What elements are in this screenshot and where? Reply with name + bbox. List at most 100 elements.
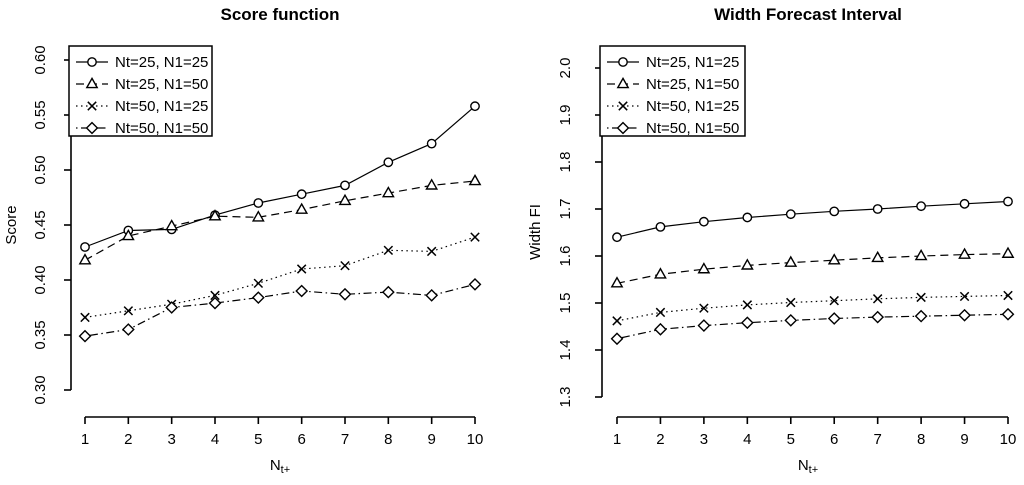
x-tick-label: 3 xyxy=(167,431,175,448)
data-point-diamond-marker xyxy=(78,329,92,343)
data-point-diamond-marker xyxy=(871,310,885,324)
series-triangle xyxy=(78,173,482,265)
data-point-triangle-marker xyxy=(827,253,841,265)
y-tick-label: 1.7 xyxy=(557,199,574,220)
legend-diamond-marker xyxy=(616,121,630,135)
data-point-circle-marker xyxy=(959,198,970,209)
plot-area: 0.30 0.35 0.40 0.45 0.50 0.55 0.60 1 2 3 4 5 6 7 8 9 10 N… xyxy=(32,45,483,448)
data-point-triangle-marker xyxy=(338,193,352,206)
series-x xyxy=(612,290,1013,326)
data-point-diamond-marker xyxy=(1001,307,1015,321)
series-line xyxy=(84,180,476,261)
x-axis-label: Nt+ xyxy=(798,457,818,476)
x-tick-label: 9 xyxy=(960,431,968,448)
data-point-x-marker xyxy=(426,246,437,257)
data-point-x-marker xyxy=(470,232,480,242)
x-tick-label: 6 xyxy=(297,431,305,448)
data-point-triangle-marker xyxy=(958,247,971,259)
data-point-diamond-marker xyxy=(295,284,309,298)
legend-x-marker xyxy=(618,101,628,111)
y-tick-label: 0.55 xyxy=(32,100,49,129)
legend-label: Nt=25, N1=50 xyxy=(115,76,208,93)
series-line xyxy=(616,200,1009,238)
x-tick-label: 9 xyxy=(427,431,435,448)
x-axis: 1 2 3 4 5 6 7 8 9 10 xyxy=(613,416,1016,448)
legend-item: Nt=25, N1=25 xyxy=(76,54,208,71)
data-point-x-marker xyxy=(742,300,753,310)
series-x xyxy=(80,232,480,323)
y-tick-label: 1.9 xyxy=(557,105,574,126)
data-point-x-marker xyxy=(1003,290,1013,301)
data-point-triangle-marker xyxy=(425,178,439,190)
y-tick-label: 1.6 xyxy=(557,246,574,267)
legend-item: Nt=25, N1=50 xyxy=(607,76,739,93)
data-point-diamond-marker xyxy=(121,323,135,336)
legend-label: Nt=25, N1=50 xyxy=(646,76,739,93)
data-point-circle-marker xyxy=(426,138,437,149)
data-point-triangle-marker xyxy=(1001,246,1015,258)
data-point-circle-marker xyxy=(698,216,709,227)
legend-x-marker xyxy=(87,101,97,111)
data-point-x-marker xyxy=(296,264,307,274)
x-tick-label: 8 xyxy=(384,431,392,448)
legend-item: Nt=50, N1=50 xyxy=(607,120,739,137)
x-tick-label: 6 xyxy=(830,431,838,448)
data-point-triangle-marker xyxy=(251,210,265,222)
series-diamond xyxy=(610,307,1015,346)
data-point-x-marker xyxy=(829,295,839,306)
data-point-x-marker xyxy=(612,316,622,326)
data-point-circle-marker xyxy=(655,221,666,232)
legend: Nt=25, N1=25 Nt=25, N1=50 Nt=50, N1=25 Nt=5… xyxy=(68,45,213,137)
data-point-triangle-marker xyxy=(740,258,754,270)
legend-label: Nt=25, N1=25 xyxy=(115,54,208,71)
data-point-diamond-marker xyxy=(338,287,352,301)
data-point-x-marker xyxy=(383,245,394,256)
data-point-diamond-marker xyxy=(697,319,711,332)
legend-item: Nt=50, N1=50 xyxy=(76,120,208,137)
plot-area: 1.3 1.4 1.5 1.6 1.7 1.8 1.9 2.0 1 2 3 4 5 6 7 8 9 10 Nt=25… xyxy=(557,45,1016,448)
width-fi-chart-panel: Width Forecast Interval Width FI Nt+ 1.3… xyxy=(512,0,1024,485)
data-point-circle-marker xyxy=(872,204,883,214)
data-point-diamond-marker xyxy=(740,316,754,330)
legend-triangle-marker xyxy=(85,76,99,89)
y-axis-label: Score xyxy=(3,205,20,244)
legend-item: Nt=50, N1=25 xyxy=(607,98,739,115)
x-axis: 1 2 3 4 5 6 7 8 9 10 xyxy=(81,416,483,448)
data-point-triangle-marker xyxy=(914,248,928,261)
data-point-triangle-marker xyxy=(697,262,711,274)
x-tick-label: 1 xyxy=(613,431,621,448)
data-point-triangle-marker xyxy=(165,219,179,231)
data-point-x-marker xyxy=(699,303,709,313)
data-point-circle-marker xyxy=(340,180,350,191)
data-point-circle-marker xyxy=(1003,196,1013,207)
data-point-triangle-marker xyxy=(610,276,624,288)
x-axis-label: Nt+ xyxy=(270,457,290,476)
data-point-circle-marker xyxy=(383,157,394,168)
legend-circle-marker xyxy=(618,57,628,67)
data-point-x-marker xyxy=(340,260,350,271)
data-point-x-marker xyxy=(123,306,134,316)
data-point-triangle-marker xyxy=(784,255,798,267)
x-tick-label: 1 xyxy=(81,431,89,448)
y-tick-label: 1.4 xyxy=(557,340,574,361)
series-circle xyxy=(612,196,1013,243)
data-point-diamond-marker xyxy=(425,289,439,302)
series-line xyxy=(84,236,476,318)
y-tick-label: 0.40 xyxy=(32,265,49,294)
data-point-circle-marker xyxy=(785,209,796,220)
y-tick-label: 0.30 xyxy=(32,375,49,404)
data-point-circle-marker xyxy=(470,101,480,112)
legend-label: Nt=50, N1=25 xyxy=(115,98,208,115)
legend-item: Nt=50, N1=25 xyxy=(76,98,208,115)
legend-label: Nt=25, N1=25 xyxy=(646,54,739,71)
data-point-triangle-marker xyxy=(654,267,667,279)
data-point-diamond-marker xyxy=(654,322,667,336)
data-point-circle-marker xyxy=(829,206,840,217)
data-point-x-marker xyxy=(916,292,926,303)
y-tick-label: 1.5 xyxy=(557,293,574,314)
legend-label: Nt=50, N1=50 xyxy=(115,120,208,137)
data-point-diamond-marker xyxy=(381,285,395,299)
data-point-x-marker xyxy=(253,278,264,289)
series-line xyxy=(616,253,1009,284)
